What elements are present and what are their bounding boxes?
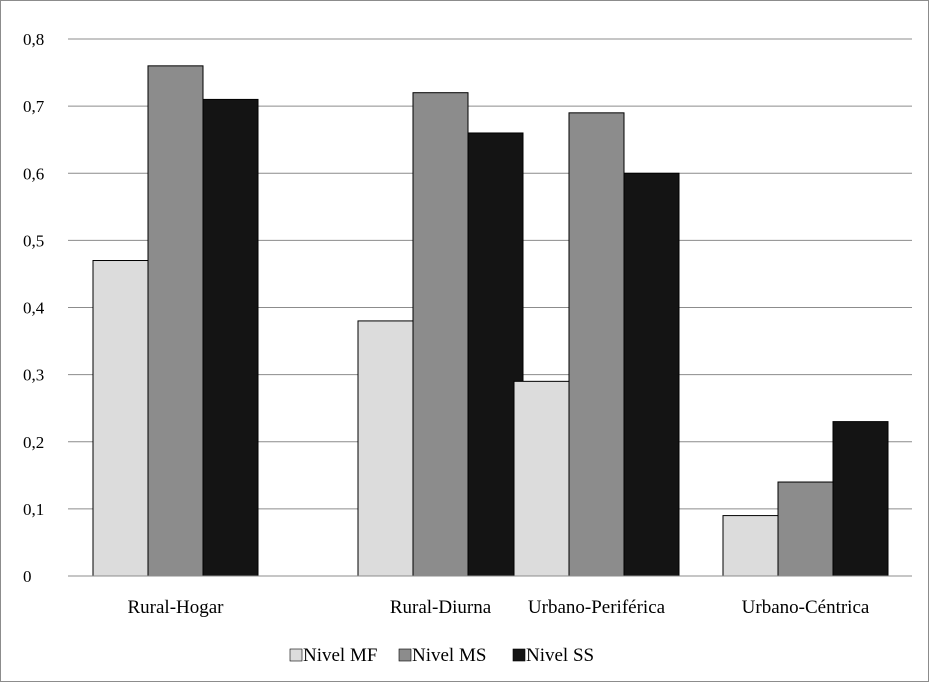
bar-nivel-mf-0 xyxy=(92,260,149,577)
bar-nivel-ss-3 xyxy=(832,421,889,577)
x-category-label: Urbano-Periférica xyxy=(528,597,666,618)
bar-nivel-ss-2 xyxy=(623,172,680,577)
y-tick-label: 0,5 xyxy=(23,231,44,250)
bar-nivel-ss-0 xyxy=(202,98,259,577)
bar-nivel-ms-2 xyxy=(568,112,625,577)
x-category-label: Rural-Hogar xyxy=(127,597,224,618)
y-tick-label: 0,8 xyxy=(23,30,44,49)
legend-label: Nivel SS xyxy=(526,645,594,666)
y-tick-label: 0,3 xyxy=(23,366,44,385)
bars xyxy=(92,65,889,577)
legend-item-nivel-mf: Nivel MF xyxy=(289,645,377,666)
bar-nivel-ms-3 xyxy=(777,481,834,577)
y-tick-label: 0,7 xyxy=(23,97,45,116)
bar-nivel-mf-3 xyxy=(722,515,779,577)
y-tick-label: 0,4 xyxy=(23,299,45,318)
legend-label: Nivel MS xyxy=(412,645,486,666)
legend-label: Nivel MF xyxy=(303,645,377,666)
legend-item-nivel-ms: Nivel MS xyxy=(398,645,486,666)
bar-nivel-mf-2 xyxy=(513,380,570,577)
y-axis-ticks: 0 0,1 0,2 0,3 0,4 0,5 0,6 0,7 0,8 xyxy=(23,30,45,586)
x-category-label: Rural-Diurna xyxy=(390,597,492,618)
y-tick-label: 0,1 xyxy=(23,500,44,519)
legend-item-nivel-ss: Nivel SS xyxy=(512,645,594,666)
legend-swatch xyxy=(289,648,303,662)
legend: Nivel MF Nivel MS Nivel SS xyxy=(289,645,594,666)
y-tick-label: 0,2 xyxy=(23,433,44,452)
y-tick-label: 0,6 xyxy=(23,164,44,183)
category-labels: Rural-Hogar Rural-Diurna Urbano-Periférica… xyxy=(127,597,869,618)
legend-swatch xyxy=(398,648,412,662)
bar-nivel-mf-1 xyxy=(357,320,414,577)
bar-nivel-ms-0 xyxy=(147,65,204,577)
y-tick-label: 0 xyxy=(23,567,32,586)
bar-nivel-ms-1 xyxy=(412,92,469,577)
x-category-label: Urbano-Céntrica xyxy=(742,597,870,618)
legend-swatch xyxy=(512,648,526,662)
